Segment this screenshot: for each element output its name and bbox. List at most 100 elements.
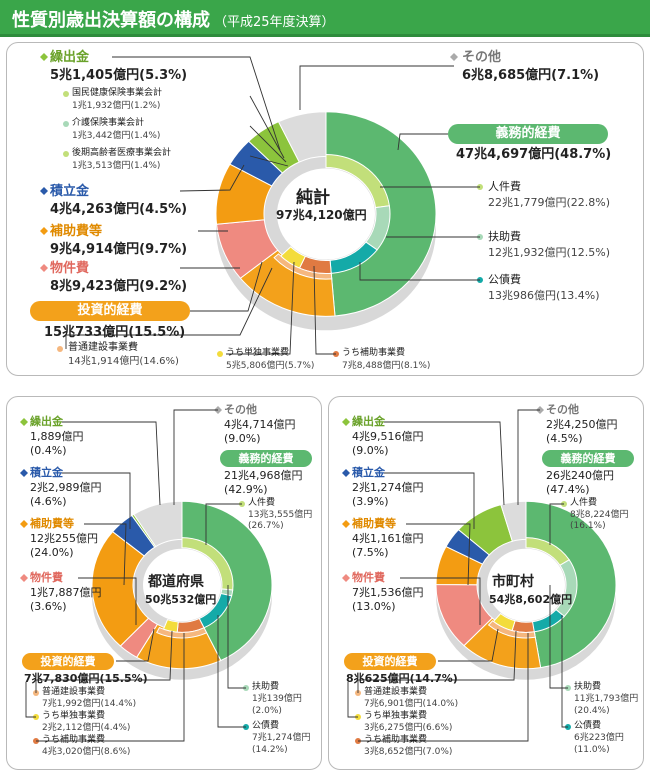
pref-leader-kuridashi — [62, 421, 161, 506]
pref-center-label: 都道府県 — [148, 574, 204, 590]
pref-label-jinkenhi-amount: 13兆3,555億円 — [248, 510, 313, 520]
leader-toushi — [190, 261, 263, 312]
pref-leader-hojo — [36, 633, 185, 742]
pref-label-kousaihi-amount: 7兆1,274億円 — [252, 733, 311, 743]
leader-sekitate — [179, 164, 245, 192]
muni-label-hojo-value: 3兆8,652億円(7.0%) — [364, 747, 453, 757]
pref-label-fujohi-name: 扶助費 — [252, 682, 280, 692]
label-kuridashi-detail-value: 1兆3,513億円(1.4%) — [72, 161, 161, 171]
muni-leader-hojohi — [406, 523, 471, 586]
pref-label-jinkenhi-pct: (26.7%) — [248, 521, 284, 531]
label-sekitate-value: 4兆4,263億円(4.5%) — [50, 202, 188, 217]
pref-leader-sekitate — [62, 472, 131, 529]
pref-label-bukken-amount: 1兆7,887億円 — [30, 586, 102, 599]
leader-kuridashi — [112, 56, 281, 151]
muni-label-sekitate-pct: (3.9%) — [352, 495, 389, 508]
label-jinkenhi-name: 人件費 — [488, 180, 521, 193]
pref-leader-sonota — [173, 409, 218, 505]
label-kuridashi-detail-name: 国民健康保険事業会計 — [72, 88, 163, 98]
inner-slice-tsujo — [273, 253, 333, 280]
muni-kuridashi-marker — [342, 418, 350, 426]
muni-label-kuridashi-amount: 4兆9,516億円 — [352, 430, 424, 443]
center-value: 97兆4,120億円 — [276, 208, 367, 222]
muni-label-toushi-value: 8兆625億円(14.7%) — [346, 672, 458, 685]
muni-label-sekitate-name: 積立金 — [352, 466, 385, 479]
muni-label-tandoku-name: うち単独事業費 — [364, 711, 428, 721]
donut-hole — [487, 548, 565, 622]
muni-label-jinkenhi-amount: 8兆8,224億円 — [570, 510, 629, 520]
label-sonota-value: 6兆8,685億円(7.1%) — [462, 68, 600, 83]
pref-label-sekitate-name: 積立金 — [30, 466, 63, 479]
leader-kuridashi-d2 — [249, 125, 287, 163]
label-fujohi-value: 12兆1,932億円(12.5%) — [488, 246, 611, 259]
leader-tsujo — [65, 267, 273, 349]
sonota-marker — [450, 53, 458, 61]
muni-leader-toushi — [438, 628, 499, 662]
pref-label-hojo-name: うち補助事業費 — [42, 735, 106, 745]
muni-label-kousaihi-name: 公債費 — [574, 721, 602, 731]
muni-label-gimu-amount: 26兆240億円 — [546, 469, 614, 482]
muni-label-kousaihi-amount: 6兆223億円 — [574, 733, 624, 743]
label-kousaihi-name: 公債費 — [488, 273, 521, 286]
muni-label-hojo-name: うち補助事業費 — [364, 735, 428, 745]
pref-label-kuridashi-pct: (0.4%) — [30, 444, 67, 457]
label-sonota-name: その他 — [462, 50, 502, 65]
label-tandoku-value: 5兆5,806億円(5.7%) — [226, 361, 315, 371]
muni-label-gimu-pct: (47.4%) — [546, 483, 590, 496]
leader-kuridashi-d1 — [249, 95, 285, 159]
label-gimu-value: 47兆4,697億円(48.7%) — [456, 147, 612, 162]
pref-label-sekitate-amount: 2兆2,989億円 — [30, 481, 102, 494]
pref-leader-hojohi — [84, 523, 127, 586]
chart-title: 性質別歳出決算額の構成 — [12, 10, 210, 31]
label-kuridashi-detail-name: 後期高齢者医療事業会計 — [72, 148, 172, 158]
pref-label-fujohi-amount: 1兆139億円 — [252, 694, 302, 704]
pref-pill-toushi: 投資的経費 — [22, 653, 114, 670]
muni-label-fujohi-amount: 11兆1,793億円 — [574, 694, 639, 704]
inner-slice-tsujo — [487, 620, 536, 639]
muni-leader-sekitate — [384, 472, 475, 529]
pref-label-kousaihi-name: 公債費 — [252, 721, 280, 731]
sekitate-marker — [40, 187, 48, 195]
muni-pill-gimu: 義務的経費 — [542, 450, 634, 467]
muni-label-kousaihi-pct: (11.0%) — [574, 745, 610, 755]
pref-label-gimu-amount: 21兆4,968億円 — [224, 469, 303, 482]
label-hojohi-value: 9兆4,914億円(9.7%) — [50, 242, 188, 257]
slice-sonota — [277, 111, 327, 163]
muni-label-hojohi-pct: (7.5%) — [352, 546, 389, 559]
muni-label-kuridashi-pct: (9.0%) — [352, 444, 389, 457]
label-tsujo-name: 普通建設事業費 — [68, 342, 138, 353]
muni-leader-jinkenhi — [549, 503, 564, 545]
muni-label-fujohi-name: 扶助費 — [574, 682, 602, 692]
pref-label-tsujo-value: 7兆1,992億円(14.4%) — [42, 699, 137, 709]
label-kuridashi-detail-value: 1兆3,442億円(1.4%) — [72, 131, 161, 141]
muni-label-tsujo-value: 7兆6,901億円(14.0%) — [364, 699, 459, 709]
pref-label-hojohi-amount: 12兆255億円 — [30, 532, 98, 545]
muni-label-bukken-pct: (13.0%) — [352, 600, 396, 613]
muni-leader-tsujo — [357, 630, 517, 693]
label-kuridashi-detail-value: 1兆1,932億円(1.2%) — [72, 101, 161, 111]
label-hojohi-name: 補助費等 — [50, 224, 103, 239]
muni-label-sonota-pct: (4.5%) — [546, 432, 583, 445]
muni-label-fujohi-pct: (20.4%) — [574, 706, 610, 716]
pref-label-tandoku-value: 2兆2,112億円(4.4%) — [42, 723, 131, 733]
pref-hojohi-marker — [20, 520, 28, 528]
pref-label-sonota-amount: 4兆4,714億円 — [224, 418, 296, 431]
pref-label-sekitate-pct: (4.6%) — [30, 495, 67, 508]
label-kuridashi-name: 繰出金 — [50, 50, 90, 65]
muni-label-kuridashi-name: 繰出金 — [352, 415, 385, 428]
center-label: 純計 — [296, 188, 330, 208]
pref-sekitate-marker — [20, 469, 28, 477]
pref-label-hojohi-name: 補助費等 — [30, 517, 74, 530]
leader-kuridashi-d3 — [249, 155, 289, 167]
pref-leader-toushi — [116, 628, 155, 662]
donut-chart-2 — [435, 500, 617, 680]
kuridashi-detail-dot — [63, 121, 69, 127]
muni-label-sekitate-amount: 2兆1,274億円 — [352, 481, 424, 494]
pref-leader-jinkenhi — [205, 503, 242, 545]
muni-leader-tandoku — [347, 682, 358, 718]
slice-sonota — [133, 500, 183, 548]
pref-leader-fujohi — [227, 585, 246, 689]
bukken-marker — [40, 264, 48, 272]
pref-label-tsujo-name: 普通建設事業費 — [42, 687, 106, 697]
